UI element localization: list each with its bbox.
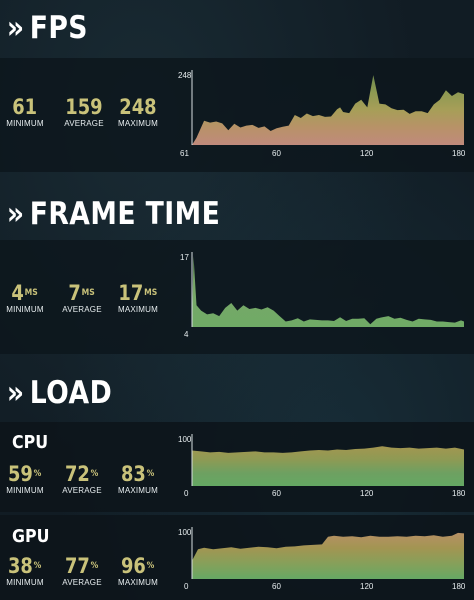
- cpu-x-tick-60: 60: [272, 489, 281, 498]
- frame-time-y-min-label: 4: [184, 330, 189, 339]
- gpu-avg-value: 77: [65, 554, 91, 578]
- gpu-min-stat: 38% MINIMUM: [4, 555, 46, 587]
- gpu-avg-stat: 77% AVERAGE: [58, 555, 106, 587]
- gpu-label: GPU: [12, 526, 50, 547]
- frame-time-y-max-label: 17: [180, 253, 189, 262]
- cpu-y-max-label: 100: [178, 435, 192, 444]
- cpu-avg-unit: %: [91, 469, 99, 479]
- gpu-x-tick-120: 120: [360, 582, 374, 591]
- gpu-chart: 100 0 60 120 180: [178, 527, 466, 591]
- frame-time-min-unit: MS: [25, 288, 39, 298]
- cpu-max-unit: %: [147, 469, 155, 479]
- fps-x-tick-120: 120: [360, 149, 374, 158]
- fps-min-stat: 61 MINIMUM: [4, 96, 46, 128]
- fps-max-stat: 248 MAXIMUM: [114, 96, 162, 128]
- frame-time-max-unit: MS: [144, 288, 158, 298]
- cpu-x-tick-180: 180: [452, 489, 466, 498]
- frame-time-max-label: MAXIMUM: [117, 305, 159, 314]
- frame-time-min-label: MINIMUM: [6, 305, 44, 314]
- cpu-x-tick-120: 120: [360, 489, 374, 498]
- load-header: » LOAD: [6, 375, 113, 411]
- cpu-avg-stat: 72% AVERAGE: [58, 463, 106, 495]
- frame-time-panel: [0, 240, 474, 354]
- fps-y-max-label: 248: [178, 71, 192, 80]
- gpu-max-unit: %: [147, 561, 155, 571]
- fps-chart: 248 61 60 120 180: [178, 70, 466, 158]
- chevron-right-icon: »: [6, 196, 25, 232]
- gpu-x-tick-60: 60: [272, 582, 281, 591]
- cpu-chart: 100 0 60 120 180: [178, 434, 466, 498]
- frame-time-min-value: 4: [11, 281, 25, 305]
- frame-time-avg-value: 7: [68, 281, 82, 305]
- fps-avg-label: AVERAGE: [64, 119, 104, 128]
- cpu-x-tick-0: 0: [184, 489, 189, 498]
- gpu-min-value: 38: [8, 554, 34, 578]
- fps-avg-stat: 159 AVERAGE: [60, 96, 108, 128]
- cpu-max-label: MAXIMUM: [117, 486, 159, 495]
- frame-time-max-stat: 17MS MAXIMUM: [114, 282, 162, 314]
- cpu-avg-value: 72: [65, 462, 91, 486]
- gpu-x-tick-0: 0: [184, 582, 189, 591]
- frame-time-avg-stat: 7MS AVERAGE: [58, 282, 106, 314]
- fps-x-tick-180: 180: [452, 149, 466, 158]
- frame-time-max-value: 17: [118, 281, 144, 305]
- cpu-avg-label: AVERAGE: [62, 486, 102, 495]
- fps-min-value: 61: [12, 95, 38, 119]
- gpu-y-max-label: 100: [178, 528, 192, 537]
- frame-time-chart: 17 4: [180, 252, 464, 339]
- cpu-min-value: 59: [8, 462, 34, 486]
- fps-min-label: MINIMUM: [6, 119, 44, 128]
- fps-area-series: [192, 75, 464, 145]
- gpu-max-stat: 96% MAXIMUM: [114, 555, 162, 587]
- gpu-x-tick-180: 180: [452, 582, 466, 591]
- frame-time-min-stat: 4MS MINIMUM: [4, 282, 46, 314]
- cpu-min-stat: 59% MINIMUM: [4, 463, 46, 495]
- cpu-min-unit: %: [34, 469, 42, 479]
- cpu-area-series: [192, 446, 464, 486]
- gpu-max-value: 96: [121, 554, 147, 578]
- frame-time-avg-label: AVERAGE: [62, 305, 102, 314]
- gpu-min-unit: %: [34, 561, 42, 571]
- fps-x-tick-min: 61: [180, 149, 189, 158]
- cpu-max-value: 83: [121, 462, 147, 486]
- fps-max-label: MAXIMUM: [117, 119, 159, 128]
- frame-time-area-series: [192, 256, 464, 327]
- gpu-max-label: MAXIMUM: [117, 578, 159, 587]
- gpu-avg-unit: %: [91, 561, 99, 571]
- frame-time-avg-unit: MS: [82, 288, 96, 298]
- fps-header: » FPS: [6, 10, 88, 46]
- gpu-avg-label: AVERAGE: [62, 578, 102, 587]
- cpu-label: CPU: [12, 432, 49, 453]
- cpu-min-label: MINIMUM: [6, 486, 44, 495]
- fps-max-value: 248: [119, 95, 157, 119]
- cpu-max-stat: 83% MAXIMUM: [114, 463, 162, 495]
- chevron-right-icon: »: [6, 375, 25, 411]
- gpu-area-series: [192, 532, 464, 579]
- fps-x-tick-60: 60: [272, 149, 281, 158]
- fps-avg-value: 159: [65, 95, 103, 119]
- gpu-min-label: MINIMUM: [6, 578, 44, 587]
- chevron-right-icon: »: [6, 10, 25, 46]
- frame-time-header: » FRAME TIME: [6, 196, 221, 232]
